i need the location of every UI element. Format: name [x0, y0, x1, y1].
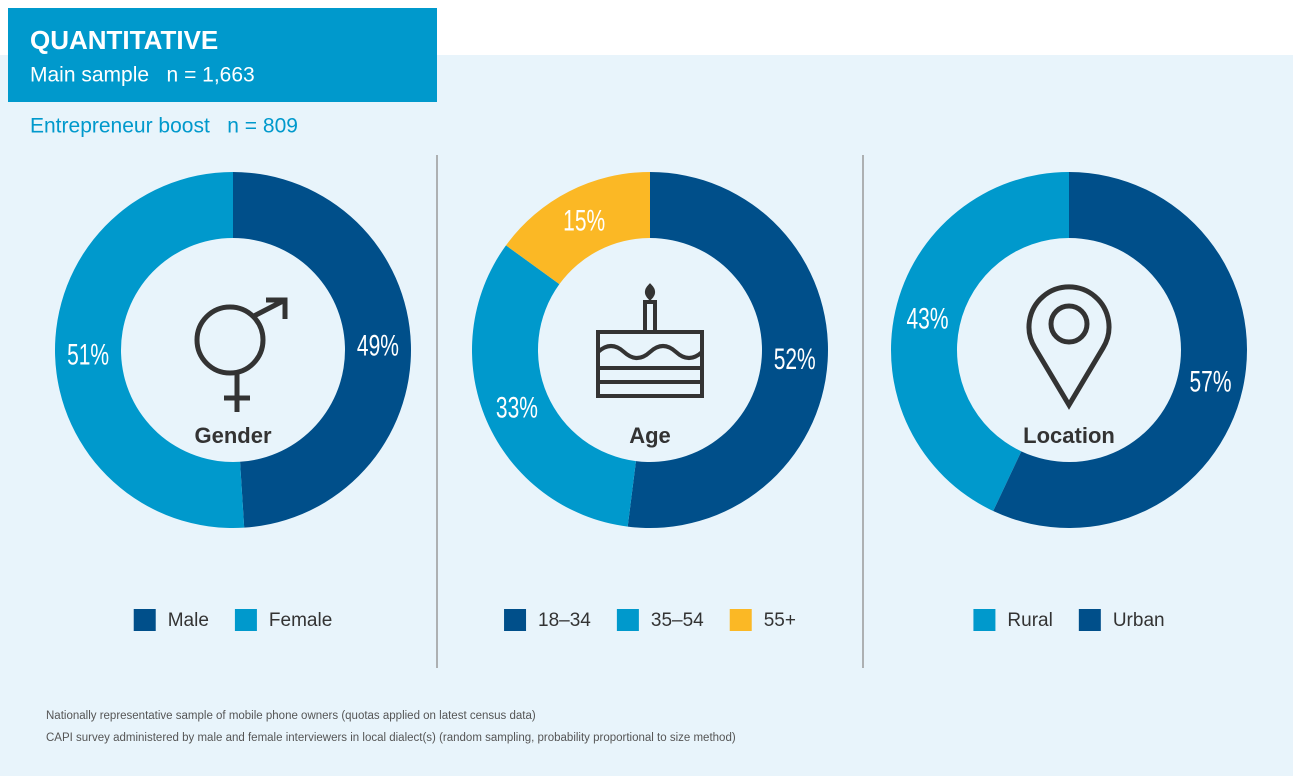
donut-slice — [471, 245, 636, 527]
legend-label: 18–34 — [538, 610, 591, 631]
charts: 49% 51% Gender Male Female 52% 33% 15% Age 18–34 3… — [54, 172, 1248, 631]
chart-title: Age — [629, 423, 671, 448]
legend-swatch — [1078, 609, 1101, 631]
legend: Rural Urban — [973, 609, 1165, 631]
value-label: 57% — [1190, 366, 1232, 399]
legend-swatch — [729, 609, 752, 631]
legend-label: Female — [269, 610, 332, 631]
legend-swatch — [616, 609, 639, 631]
legend-swatch — [973, 609, 996, 631]
donut-slice — [627, 172, 828, 528]
legend-label: Rural — [1007, 610, 1052, 631]
value-label: 49% — [357, 329, 399, 362]
donut-slice — [891, 172, 1069, 512]
location-icon — [1026, 284, 1112, 410]
footnote: CAPI survey administered by male and fem… — [46, 732, 736, 744]
legend: 18–34 35–54 55+ — [504, 609, 796, 631]
donut-slice — [233, 172, 411, 528]
donut-slice — [505, 172, 650, 285]
legend-label: Urban — [1113, 610, 1165, 631]
footnote: Nationally representative sample of mobi… — [46, 710, 536, 722]
value-label: 52% — [774, 343, 816, 376]
cake-icon — [596, 283, 704, 398]
value-label: 33% — [496, 392, 538, 425]
chart-title: Location — [1023, 423, 1115, 448]
legend: Male Female — [133, 609, 332, 631]
background-panel — [0, 55, 1293, 776]
legend-label: 55+ — [764, 610, 796, 631]
value-label: 15% — [563, 205, 605, 238]
header-box — [8, 8, 437, 102]
legend-label: Male — [168, 610, 209, 631]
value-label: 51% — [67, 338, 109, 371]
chart-title: Gender — [194, 423, 271, 448]
donut-slice — [54, 172, 245, 528]
donut-slice — [993, 172, 1248, 528]
legend-label: 35–54 — [651, 610, 704, 631]
value-label: 43% — [906, 302, 948, 335]
legend-swatch — [133, 609, 156, 631]
legend-swatch — [504, 609, 527, 631]
header-title: QUANTITATIVE — [30, 25, 218, 55]
gender-icon — [194, 297, 288, 412]
legend-swatch — [234, 609, 257, 631]
boost-sample: Entrepreneur boost n = 809 — [30, 115, 298, 138]
main-sample: Main sample n = 1,663 — [30, 64, 255, 87]
